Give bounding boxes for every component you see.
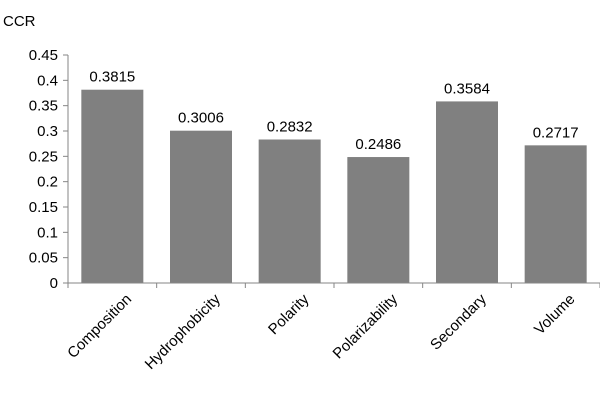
category-label: Volume: [531, 291, 578, 338]
y-tick-label: 0.4: [37, 72, 58, 89]
y-tick-label: 0.05: [29, 250, 58, 267]
data-label: 0.2486: [355, 136, 401, 153]
bar: [170, 130, 232, 283]
category-label: Polarity: [265, 290, 313, 338]
data-label: 0.2717: [533, 124, 579, 141]
bars: [81, 89, 587, 283]
axes: [67, 55, 600, 288]
data-label: 0.3584: [444, 80, 490, 97]
y-tick-label: 0.25: [29, 148, 58, 165]
y-tick-label: 0.3: [37, 123, 58, 140]
data-label: 0.3815: [89, 69, 135, 86]
bar: [524, 145, 587, 283]
y-tick-label: 0.45: [29, 47, 58, 64]
y-tick-label: 0.35: [29, 98, 58, 115]
bar: [81, 89, 144, 283]
category-label: Polarizability: [330, 290, 402, 362]
y-tick-label: 0.15: [29, 199, 58, 216]
category-label: Secondary: [427, 290, 490, 353]
bar: [258, 139, 321, 283]
bar: [436, 101, 498, 283]
y-tick-label: 0.1: [37, 224, 58, 241]
category-label: Composition: [64, 291, 135, 362]
x-axis-labels: Composition Hydrophobicity Polarity Polariz…: [64, 290, 578, 373]
data-label: 0.3006: [178, 110, 224, 127]
y-tick-label: 0.2: [37, 174, 58, 191]
y-tick-label: 0: [50, 275, 58, 292]
y-axis-label: CCR: [3, 13, 36, 30]
category-label: Hydrophobicity: [142, 290, 225, 373]
y-axis-ticks: 0 0.05 0.1 0.15 0.2 0.25 0.3 0.35 0.4 0.45: [29, 47, 68, 292]
bar: [347, 157, 410, 283]
data-labels: 0.3815 0.3006 0.2832 0.2486 0.3584 0.2717: [89, 69, 578, 153]
data-label: 0.2832: [267, 119, 313, 136]
